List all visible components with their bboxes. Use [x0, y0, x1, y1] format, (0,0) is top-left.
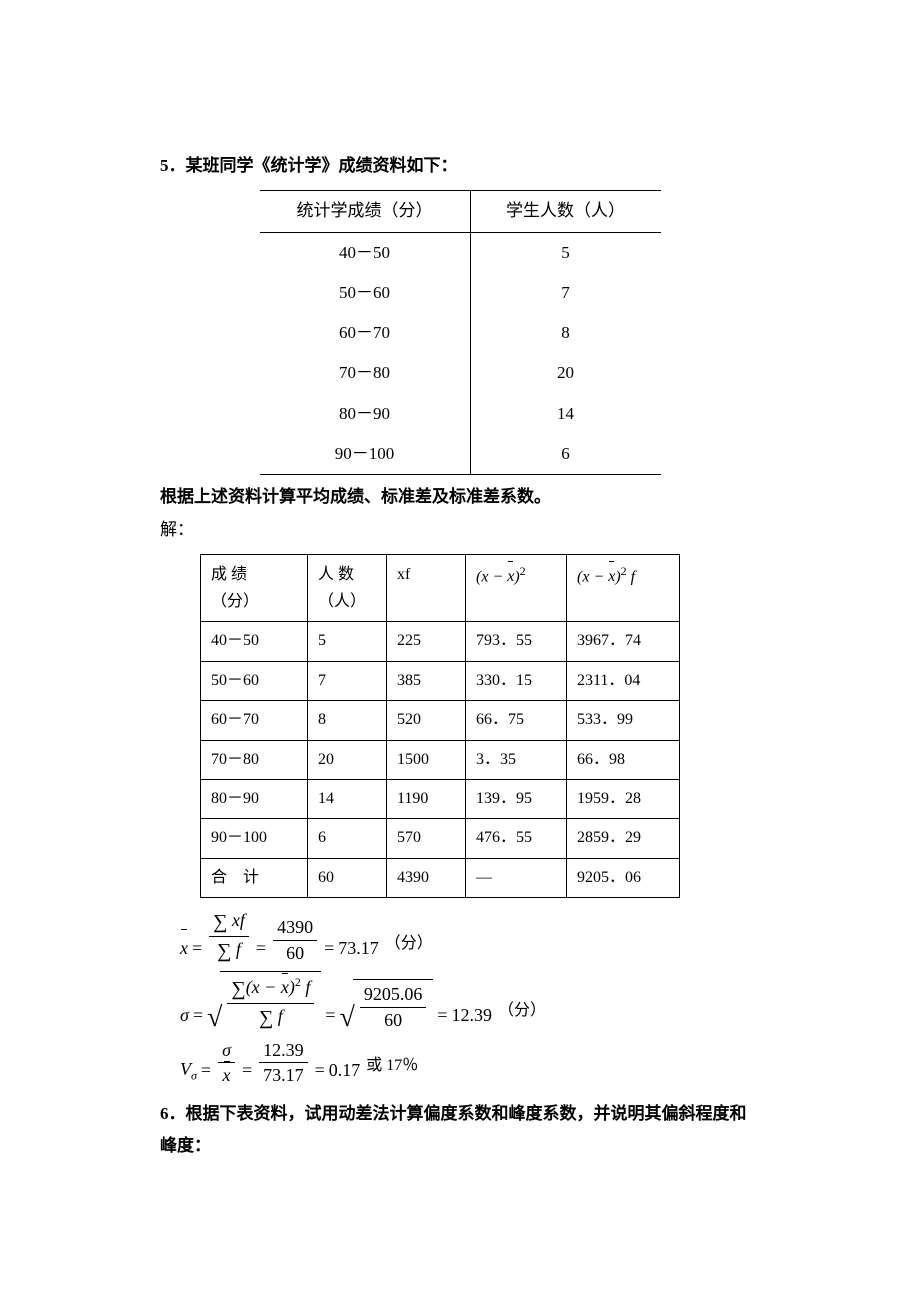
solution-label: 解： — [160, 514, 760, 546]
cell: 9205．06 — [567, 858, 680, 897]
mean-result: 73.17 — [338, 931, 379, 965]
cell: 6 — [308, 819, 387, 858]
cell: 476．55 — [466, 819, 567, 858]
cell: 14 — [308, 779, 387, 818]
sigma-den: 60 — [360, 1008, 427, 1032]
t2-h2: 人 数 （人） — [308, 554, 387, 621]
cell: 80－90 — [201, 779, 308, 818]
cell: 7 — [308, 661, 387, 700]
cell: 2311．04 — [567, 661, 680, 700]
t1-header-count: 学生人数（人） — [470, 191, 661, 232]
table-row: 40－505 — [260, 232, 661, 273]
table-row: 90－1006 — [260, 434, 661, 475]
q5-task: 根据上述资料计算平均成绩、标准差及标准差系数。 — [160, 481, 760, 513]
cell: 合 计 — [201, 858, 308, 897]
cell: 60－70 — [260, 313, 471, 353]
t2-h1b: （分） — [211, 593, 259, 610]
cell: 533．99 — [567, 701, 680, 740]
cell: 3．35 — [466, 740, 567, 779]
mean-num: 4390 — [273, 915, 317, 940]
q5-calc-table: 成 绩 （分） 人 数 （人） xf (x − x)2 (x − x)2 f 4… — [200, 554, 680, 898]
t2-h5: (x − x)2 f — [567, 554, 680, 621]
t2-h1: 成 绩 （分） — [201, 554, 308, 621]
cell: 225 — [387, 622, 466, 661]
cell: 1190 — [387, 779, 466, 818]
cell: 570 — [387, 819, 466, 858]
t2-h3: xf — [387, 554, 466, 621]
cell: 90－100 — [201, 819, 308, 858]
table-total-row: 合 计604390—9205．06 — [201, 858, 680, 897]
mean-den: 60 — [273, 941, 317, 965]
cell: 5 — [470, 232, 661, 273]
cell: 80－90 — [260, 394, 471, 434]
cell: 8 — [470, 313, 661, 353]
table-row: 70－802015003．3566．98 — [201, 740, 680, 779]
cell: 70－80 — [260, 353, 471, 393]
cell: 385 — [387, 661, 466, 700]
cell: 7 — [470, 273, 661, 313]
cell: 60－70 — [201, 701, 308, 740]
cell: 14 — [470, 394, 661, 434]
cell: 66．75 — [466, 701, 567, 740]
cell: 90－100 — [260, 434, 471, 475]
formula-cv: Vσ= σ x = 12.39 73.17 = 0.17 或 17％ — [180, 1038, 760, 1088]
cell: 60 — [308, 858, 387, 897]
table-row: 90－1006570476．552859．29 — [201, 819, 680, 858]
cell: 3967．74 — [567, 622, 680, 661]
q5-input-table: 统计学成绩（分） 学生人数（人） 40－505 50－607 60－708 70… — [260, 190, 661, 475]
sigma-unit: （分） — [498, 996, 546, 1032]
table-row: 60－708 — [260, 313, 661, 353]
cell: — — [466, 858, 567, 897]
table-row: 80－90141190139．951959．28 — [201, 779, 680, 818]
t2-h3-text: xf — [397, 566, 410, 583]
sigma-num: 9205.06 — [360, 982, 427, 1007]
cell: 50－60 — [201, 661, 308, 700]
cell: 6 — [470, 434, 661, 475]
table-row: 70－8020 — [260, 353, 661, 393]
t2-h2a: 人 数 — [318, 566, 354, 583]
cell: 70－80 — [201, 740, 308, 779]
table-row: 80－9014 — [260, 394, 661, 434]
table-row: 40－505225793．553967．74 — [201, 622, 680, 661]
table-row: 60－70852066．75533．99 — [201, 701, 680, 740]
cell: 330．15 — [466, 661, 567, 700]
cv-result: 0.17 — [329, 1053, 361, 1087]
cv-num: 12.39 — [259, 1038, 308, 1063]
cell: 40－50 — [201, 622, 308, 661]
cell: 793．55 — [466, 622, 567, 661]
cell: 1500 — [387, 740, 466, 779]
cell: 8 — [308, 701, 387, 740]
cell: 40－50 — [260, 232, 471, 273]
cell: 4390 — [387, 858, 466, 897]
cell: 50－60 — [260, 273, 471, 313]
cell: 5 — [308, 622, 387, 661]
t1-header-score: 统计学成绩（分） — [260, 191, 471, 232]
mean-unit: （分） — [385, 929, 433, 965]
table-row: 50－607 — [260, 273, 661, 313]
cell: 2859．29 — [567, 819, 680, 858]
cell: 20 — [470, 353, 661, 393]
t2-h1a: 成 绩 — [211, 566, 247, 583]
t2-h2b: （人） — [318, 593, 366, 610]
q5-title: 5．某班同学《统计学》成绩资料如下： — [160, 150, 760, 182]
cv-den: 73.17 — [259, 1063, 308, 1087]
cv-tail: 或 17％ — [366, 1051, 418, 1087]
cell: 1959．28 — [567, 779, 680, 818]
q6-title: 6．根据下表资料，试用动差法计算偏度系数和峰度系数，并说明其偏斜程度和峰度： — [160, 1098, 760, 1163]
table-row: 50－607385330．152311．04 — [201, 661, 680, 700]
cell: 139．95 — [466, 779, 567, 818]
cell: 66．98 — [567, 740, 680, 779]
t2-h4: (x − x)2 — [466, 554, 567, 621]
cell: 520 — [387, 701, 466, 740]
formula-mean: x= ∑ xf ∑ f = 4390 60 = 73.17 （分） — [180, 908, 760, 965]
cell: 20 — [308, 740, 387, 779]
formula-sigma: σ= √ ∑(x − x)2 f ∑ f = √ 9205.06 60 = 12… — [180, 971, 760, 1032]
sigma-result: 12.39 — [452, 998, 493, 1032]
